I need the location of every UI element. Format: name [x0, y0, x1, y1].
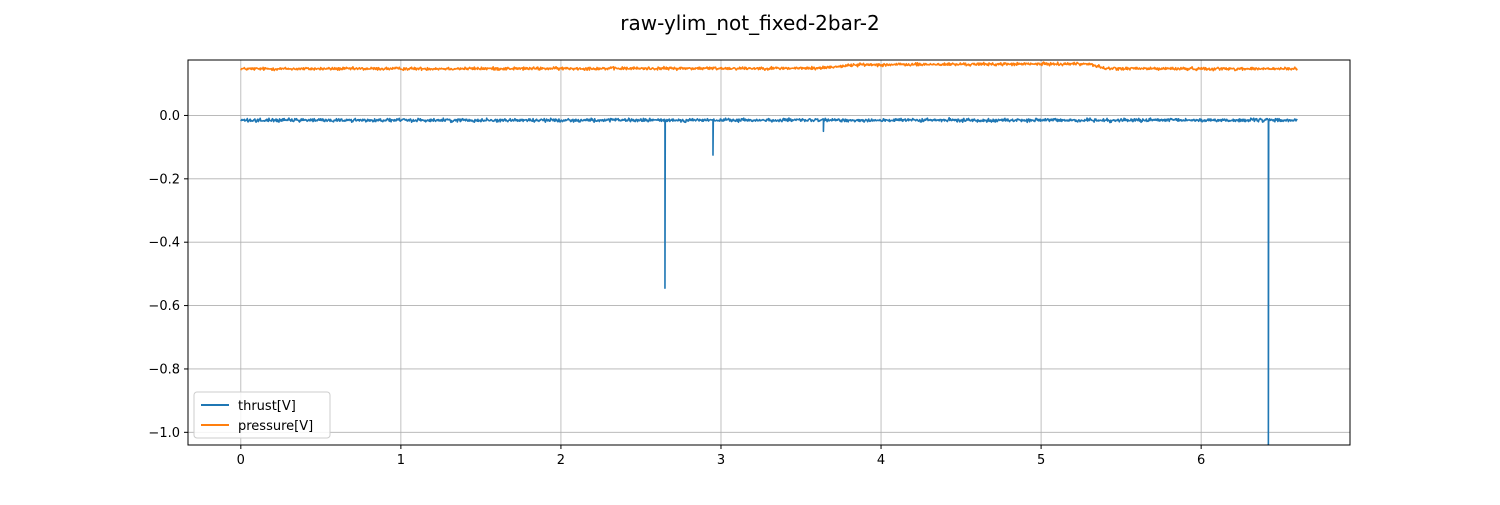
x-tick-label: 5: [1037, 453, 1045, 468]
y-tick-label: 0.0: [159, 109, 180, 124]
y-axis: 0.0 −0.2 −0.4 −0.6 −0.8 −1.0: [148, 109, 188, 441]
legend-label-pressure: pressure[V]: [238, 419, 313, 434]
legend-label-thrust: thrust[V]: [238, 399, 296, 414]
x-tick-label: 4: [877, 453, 885, 468]
legend-box: [193, 391, 331, 439]
legend: thrust[V] pressure[V]: [193, 391, 331, 439]
x-tick-label: 2: [557, 453, 565, 468]
x-tick-label: 6: [1197, 453, 1205, 468]
y-tick-label: −0.6: [148, 299, 180, 314]
y-tick-label: −0.2: [148, 172, 180, 187]
plot-frame: [187, 59, 1351, 446]
series-line-pressure: [240, 61, 1298, 72]
x-tick-label: 1: [397, 453, 405, 468]
x-tick-label: 3: [717, 453, 725, 468]
chart-title: raw-ylim_not_fixed-2bar-2: [620, 11, 879, 35]
series-layer: [240, 61, 1298, 445]
grid: [188, 60, 1350, 445]
y-tick-label: −0.8: [148, 362, 180, 377]
series-line-thrust: [240, 116, 1298, 445]
x-tick-label: 0: [237, 453, 245, 468]
y-tick-label: −0.4: [148, 236, 180, 251]
x-axis: 0 1 2 3 4 5 6: [237, 445, 1205, 468]
y-tick-label: −1.0: [148, 426, 180, 441]
